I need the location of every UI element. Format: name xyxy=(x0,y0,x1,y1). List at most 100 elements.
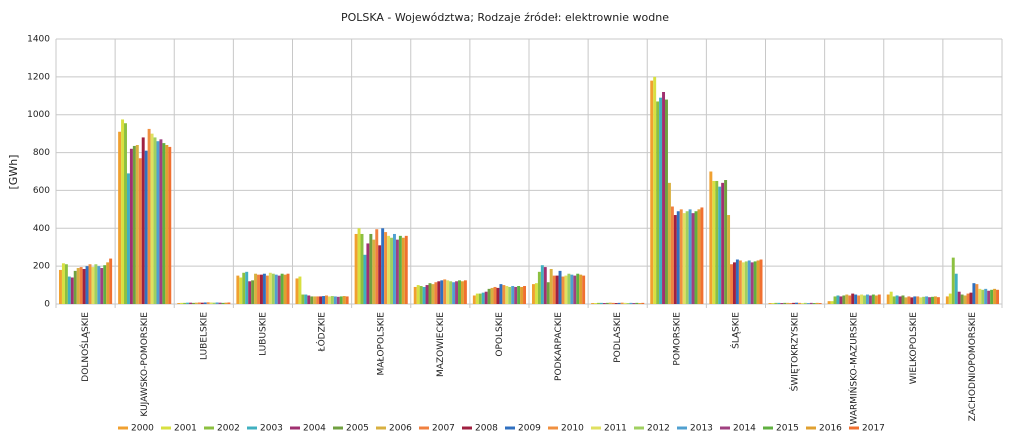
bar xyxy=(591,303,595,304)
x-tick-label: MAZOWIECKIE xyxy=(436,312,446,377)
bar xyxy=(842,295,846,304)
bar xyxy=(611,302,615,304)
bar xyxy=(118,131,122,304)
bar xyxy=(333,296,337,304)
bar xyxy=(194,302,198,304)
bar xyxy=(443,279,447,304)
legend-label: 2014 xyxy=(733,424,756,432)
bar xyxy=(286,273,290,304)
bar xyxy=(741,262,745,304)
bar xyxy=(277,275,281,304)
bar xyxy=(366,243,370,304)
bar xyxy=(245,271,249,304)
bar xyxy=(916,296,920,304)
bar xyxy=(177,303,181,304)
bar xyxy=(800,303,804,304)
bar xyxy=(239,277,243,304)
bar xyxy=(697,209,701,304)
bar xyxy=(327,296,331,304)
bar xyxy=(721,182,725,304)
bar xyxy=(626,303,630,304)
bar xyxy=(738,260,742,304)
bar xyxy=(431,284,435,304)
bar xyxy=(224,302,228,304)
bar xyxy=(990,289,994,304)
legend-label: 2006 xyxy=(389,424,412,432)
legend-label: 2017 xyxy=(862,424,885,432)
bar xyxy=(945,296,949,304)
bar xyxy=(771,303,775,304)
bar xyxy=(854,294,858,304)
bar xyxy=(818,303,822,304)
bar xyxy=(954,273,958,304)
bar xyxy=(632,303,636,304)
bar xyxy=(336,296,340,304)
bar xyxy=(73,270,77,304)
bar xyxy=(124,123,127,304)
legend-label: 2000 xyxy=(131,424,154,432)
bar xyxy=(236,275,240,304)
bar xyxy=(579,274,583,304)
x-tick-label: OPOLSKIE xyxy=(495,312,505,357)
x-tick-label: ŚLĄSKIE xyxy=(729,312,741,349)
bar xyxy=(189,302,193,304)
bar xyxy=(268,272,272,304)
bar xyxy=(913,296,917,304)
bar xyxy=(993,288,997,304)
bar xyxy=(650,80,654,305)
bar xyxy=(121,119,125,304)
bar xyxy=(404,235,408,304)
bar xyxy=(88,264,92,304)
bar xyxy=(449,281,453,304)
bar xyxy=(732,262,736,304)
bar xyxy=(398,235,402,304)
bar xyxy=(79,267,83,304)
legend-label: 2002 xyxy=(217,424,240,432)
bar xyxy=(774,302,778,304)
bar xyxy=(570,274,574,304)
bar xyxy=(138,158,142,304)
y-tick-label: 200 xyxy=(33,262,50,272)
bar xyxy=(206,302,210,304)
bar xyxy=(534,283,538,304)
bar xyxy=(319,296,323,304)
bar xyxy=(203,302,207,304)
bar xyxy=(378,245,382,304)
bar xyxy=(440,280,444,304)
bar xyxy=(694,211,698,304)
bar xyxy=(103,265,107,304)
bar xyxy=(895,295,899,304)
bar xyxy=(478,293,482,304)
bar xyxy=(907,296,911,304)
bar xyxy=(259,274,263,304)
bar xyxy=(700,207,704,304)
bar xyxy=(756,260,760,304)
bar xyxy=(928,297,932,304)
bar xyxy=(682,213,686,304)
bar xyxy=(667,182,671,304)
bar xyxy=(487,288,491,304)
bar xyxy=(505,286,509,304)
bar xyxy=(865,294,869,304)
x-tick-label: POMORSKIE xyxy=(672,312,682,366)
bar xyxy=(759,259,763,304)
bar xyxy=(948,293,952,304)
bar xyxy=(475,293,479,304)
bar xyxy=(197,302,201,304)
legend-label: 2013 xyxy=(690,424,713,432)
bar xyxy=(425,285,429,304)
bar xyxy=(620,302,624,304)
bar xyxy=(975,284,979,304)
bar xyxy=(857,295,861,304)
bar xyxy=(301,294,305,304)
bar xyxy=(493,286,497,304)
y-tick-label: 400 xyxy=(33,224,50,234)
y-tick-label: 1200 xyxy=(27,72,50,82)
y-tick-label: 800 xyxy=(33,148,50,158)
bar xyxy=(70,277,74,304)
legend-label: 2016 xyxy=(819,424,842,432)
bar xyxy=(345,296,349,304)
bar xyxy=(455,281,459,304)
bar xyxy=(901,295,905,304)
x-tick-label: ŁÓDZKIE xyxy=(316,312,328,353)
